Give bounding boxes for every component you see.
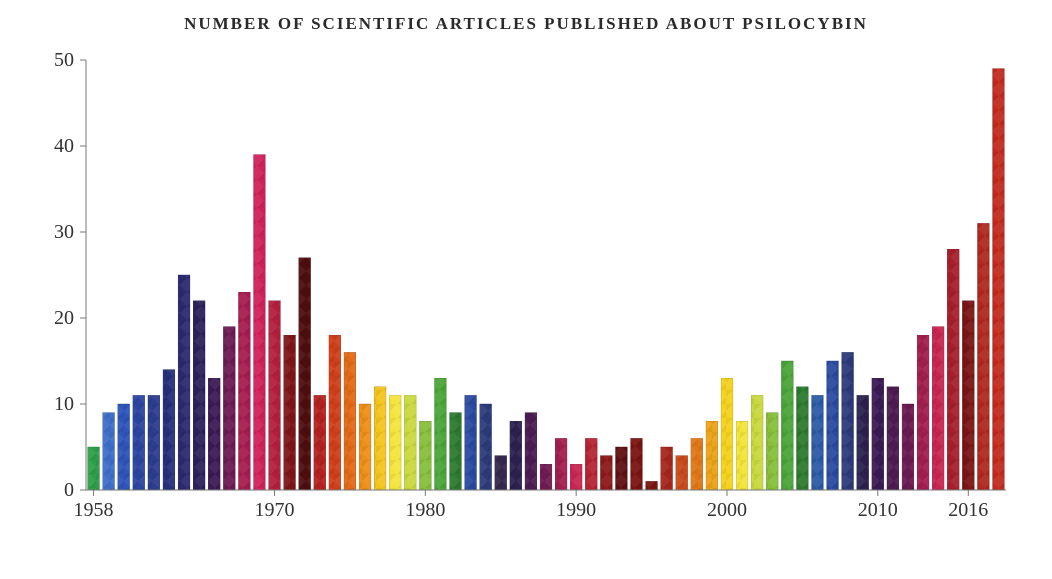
bar-2009 — [857, 395, 869, 490]
bar-2010 — [872, 378, 884, 490]
y-tick-label: 30 — [54, 221, 74, 243]
x-tick-label: 1990 — [556, 499, 596, 521]
bar-1984 — [480, 404, 492, 490]
bar-1976 — [359, 404, 371, 490]
bar-1978 — [389, 395, 401, 490]
bar-1985 — [495, 456, 507, 490]
bar-1982 — [450, 413, 462, 490]
bar-2013 — [917, 335, 929, 490]
bar-2011 — [887, 387, 899, 490]
x-tick-label: 1980 — [405, 499, 445, 521]
bar-1972 — [299, 258, 311, 490]
bar-1973 — [314, 395, 326, 490]
bar-1991 — [585, 438, 597, 490]
bar-2001 — [736, 421, 748, 490]
bar-1969 — [254, 155, 266, 490]
bar-1992 — [600, 456, 612, 490]
bar-1966 — [208, 378, 220, 490]
bar-1997 — [676, 456, 688, 490]
bar-2016 — [962, 301, 974, 490]
bar-1959 — [103, 413, 115, 490]
x-tick-label: 2010 — [858, 499, 898, 521]
bar-1964 — [178, 275, 190, 490]
bar-1983 — [465, 395, 477, 490]
bar-1994 — [631, 438, 643, 490]
bar-1995 — [646, 481, 658, 490]
x-tick-label: 1970 — [255, 499, 295, 521]
bar-1986 — [510, 421, 522, 490]
bar-1967 — [223, 327, 235, 490]
bar-1979 — [404, 395, 416, 490]
y-tick-label: 10 — [54, 393, 74, 415]
bar-1962 — [148, 395, 160, 490]
bar-1977 — [374, 387, 386, 490]
bar-1987 — [525, 413, 537, 490]
chart-container: NUMBER OF SCIENTIFIC ARTICLES PUBLISHED … — [0, 14, 1052, 550]
y-tick-label: 50 — [54, 49, 74, 71]
bar-2012 — [902, 404, 914, 490]
bar-1999 — [706, 421, 718, 490]
bar-2018 — [993, 69, 1005, 490]
bar-1975 — [344, 352, 356, 490]
bar-1996 — [661, 447, 673, 490]
bar-1980 — [419, 421, 431, 490]
bar-1990 — [570, 464, 582, 490]
x-tick-label: 2016 — [948, 499, 988, 521]
bar-1993 — [616, 447, 628, 490]
bars-group — [88, 69, 1005, 490]
bar-1971 — [284, 335, 296, 490]
bar-2007 — [827, 361, 839, 490]
bar-chart: 0 10 20 30 40 50 1958 1970 1980 1990 2000 2010 2016 — [26, 40, 1026, 550]
bar-2005 — [797, 387, 809, 490]
bar-2008 — [842, 352, 854, 490]
bar-2004 — [781, 361, 793, 490]
bar-1961 — [133, 395, 145, 490]
bar-1965 — [193, 301, 205, 490]
y-tick-label: 40 — [54, 135, 74, 157]
bar-1963 — [163, 370, 175, 490]
bar-2015 — [947, 249, 959, 490]
bar-1981 — [435, 378, 447, 490]
y-tick-label: 20 — [54, 307, 74, 329]
bar-2017 — [978, 223, 990, 490]
bar-2000 — [721, 378, 733, 490]
bar-2006 — [812, 395, 824, 490]
bar-1989 — [555, 438, 567, 490]
x-tick-label: 2000 — [707, 499, 747, 521]
bar-1968 — [238, 292, 250, 490]
bar-1970 — [269, 301, 281, 490]
chart-title: NUMBER OF SCIENTIFIC ARTICLES PUBLISHED … — [0, 14, 1052, 34]
bar-1958 — [88, 447, 100, 490]
bar-1998 — [691, 438, 703, 490]
bar-2014 — [932, 327, 944, 490]
bar-1960 — [118, 404, 130, 490]
bar-2003 — [766, 413, 778, 490]
bar-1974 — [329, 335, 341, 490]
bar-2002 — [751, 395, 763, 490]
bar-1988 — [540, 464, 552, 490]
x-tick-label: 1958 — [74, 499, 114, 521]
y-tick-label: 0 — [64, 479, 74, 501]
